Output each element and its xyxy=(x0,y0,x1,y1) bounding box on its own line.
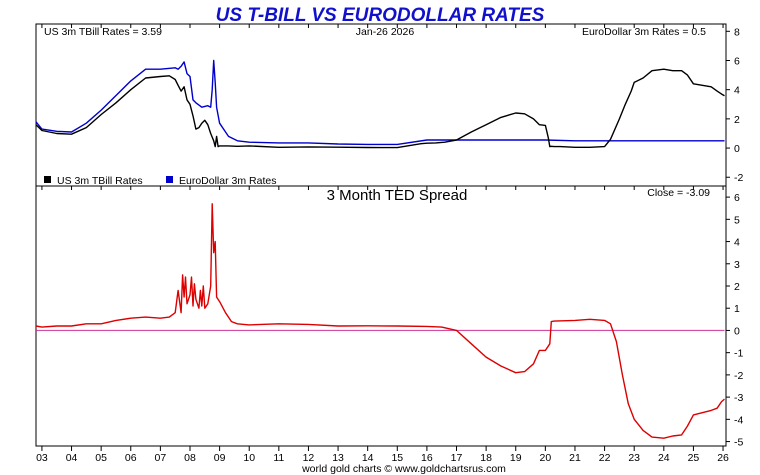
x-tick-label: 21 xyxy=(569,452,581,464)
top-y-axis: 8 6 4 2 0 -2 xyxy=(726,26,743,184)
top-header-center: Jan-26 2026 xyxy=(356,26,415,38)
bottom-y-tick-label: -1 xyxy=(734,348,743,360)
legend-label-tbill: US 3m TBill Rates xyxy=(57,175,143,187)
bottom-panel-title: 3 Month TED Spread xyxy=(327,187,468,204)
top-y-tick-label: 0 xyxy=(734,143,740,155)
bottom-y-axis: 6 5 4 3 2 1 0 -1 -2 -3 -4 -5 xyxy=(726,192,743,449)
bottom-y-tick-label: -2 xyxy=(734,370,743,382)
x-tick-label: 14 xyxy=(362,452,374,464)
close-label: Close = -3.09 xyxy=(647,187,710,199)
x-tick-label: 11 xyxy=(273,452,284,464)
x-tick-label: 23 xyxy=(628,452,640,464)
bottom-y-tick-label: 0 xyxy=(734,325,740,337)
top-y-tick-label: 8 xyxy=(734,26,740,38)
x-tick-label: 26 xyxy=(717,452,729,464)
bottom-y-tick-label: 1 xyxy=(734,303,740,315)
bottom-3-month-ted-spread-line xyxy=(35,203,725,439)
top-header-left: US 3m TBill Rates = 3.59 xyxy=(44,26,162,38)
x-tick-label: 13 xyxy=(332,452,344,464)
top-panel-frame xyxy=(35,23,727,187)
x-tick-label: 18 xyxy=(480,452,492,464)
x-tick-label: 10 xyxy=(243,452,255,464)
x-tick-label: 06 xyxy=(125,452,137,464)
top-header-right: EuroDollar 3m Rates = 0.5 xyxy=(582,26,706,38)
bottom-y-tick-label: -3 xyxy=(734,392,743,404)
bottom-y-tick-label: 3 xyxy=(734,259,740,271)
top-y-tick-label: -2 xyxy=(734,172,743,184)
x-tick-label: 20 xyxy=(540,452,552,464)
x-tick-label: 05 xyxy=(95,452,107,464)
x-tick-label: 03 xyxy=(36,452,48,464)
top-y-tick-label: 6 xyxy=(734,55,740,67)
legend-swatch-eurodollar xyxy=(166,176,173,183)
bottom-y-tick-label: -4 xyxy=(734,414,743,426)
x-tick-label: 07 xyxy=(155,452,167,464)
top-y-tick-label: 4 xyxy=(734,85,740,97)
bottom-y-tick-label: 6 xyxy=(734,192,740,204)
top-plot-area xyxy=(35,59,725,149)
x-axis: 03 04 05 06 07 08 09 10 11 12 13 14 15 16 17 18 19 20 21 22… xyxy=(36,24,729,464)
legend-label-eurodollar: EuroDollar 3m Rates xyxy=(179,175,276,187)
x-tick-label: 22 xyxy=(599,452,611,464)
x-tick-label: 04 xyxy=(66,452,78,464)
top-eurodollar-3m-rates-line xyxy=(35,59,725,146)
bottom-y-tick-label: -5 xyxy=(734,437,743,449)
bottom-y-tick-label: 4 xyxy=(734,237,740,249)
x-tick-label: 16 xyxy=(421,452,433,464)
x-tick-label: 25 xyxy=(688,452,700,464)
x-tick-label: 15 xyxy=(391,452,403,464)
top-y-tick-label: 2 xyxy=(734,114,740,126)
x-tick-label: 19 xyxy=(510,452,522,464)
footer-credit: world gold charts © www.goldchartsrus.co… xyxy=(301,463,506,475)
bottom-plot-area xyxy=(35,203,725,439)
x-tick-label: 12 xyxy=(303,452,315,464)
chart-title: US T-BILL VS EURODOLLAR RATES xyxy=(216,5,545,26)
x-tick-label: 09 xyxy=(214,452,226,464)
x-tick-label: 08 xyxy=(184,452,196,464)
x-tick-label: 17 xyxy=(451,452,463,464)
top-us-3m-tbill-rates-line xyxy=(35,68,725,149)
x-tick-label: 24 xyxy=(658,452,670,464)
bottom-panel-frame xyxy=(35,185,727,447)
bottom-y-tick-label: 5 xyxy=(734,214,740,226)
legend-swatch-tbill xyxy=(44,176,51,183)
bottom-y-tick-label: 2 xyxy=(734,281,740,293)
